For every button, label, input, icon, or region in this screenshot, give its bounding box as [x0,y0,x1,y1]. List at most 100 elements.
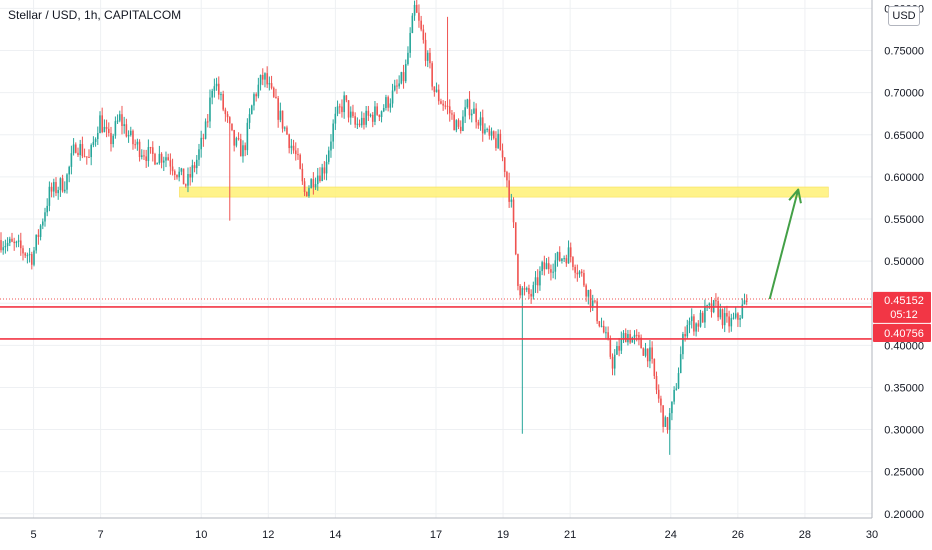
candle [288,133,290,154]
candle [642,347,645,356]
candle [666,416,669,434]
candle [17,234,20,248]
candle [440,98,442,105]
candle-body [312,179,315,188]
candle-body [132,130,134,145]
candle [737,312,739,327]
candle-body [253,94,255,106]
x-tick-label: 10 [195,529,207,541]
candle [228,116,231,221]
candle-body [631,337,634,343]
candle-body [325,161,328,174]
candle-body [627,334,629,343]
candle-body [468,99,471,116]
candle [521,286,524,434]
candle [281,110,284,133]
candle [363,112,365,130]
candle-body [640,337,642,349]
candle-body [660,398,662,406]
candle-body [129,130,132,136]
candle [143,149,145,161]
level-lower-tag-bg [873,324,931,342]
candle [558,246,561,262]
candle-body [673,389,675,402]
candle [673,386,675,405]
candle [325,154,328,181]
candle [220,91,222,101]
candle [79,139,81,161]
candle [554,253,557,280]
candle [587,289,590,305]
candle [565,254,568,267]
candle [693,314,695,336]
chart-title: Stellar / USD, 1h, CAPITALCOM [8,8,182,22]
candle-body [50,186,53,192]
candle [728,310,730,333]
candle [211,88,213,105]
candle-body [387,97,389,108]
candle-body [191,165,194,178]
candle-body [246,122,249,151]
x-tick-label: 24 [665,529,677,541]
candle-body [213,86,216,91]
candle-body [675,388,678,390]
candle-body [231,123,233,131]
candle [92,136,95,148]
candle-body [622,333,625,339]
candle [46,198,48,217]
candle [589,289,592,313]
candle [22,245,24,261]
candle-body [198,149,200,160]
candle [294,142,297,161]
candle [61,174,64,193]
candle [426,50,429,68]
candle [90,143,92,166]
candle-body [107,128,110,134]
candle-body [721,309,724,326]
candle-body [88,157,90,159]
candle-body [442,103,444,106]
candle-body [679,354,682,374]
candle-body [462,116,464,132]
candle [233,129,235,152]
candle-body [662,405,664,427]
candle [341,99,343,118]
candle-body [77,152,79,155]
currency-button[interactable]: USD [888,6,920,26]
candle [688,317,691,334]
candle [378,114,381,122]
candle [448,99,451,122]
candle-body [589,290,592,307]
candle [360,111,363,128]
x-tick-label: 5 [30,529,36,541]
candle-body [272,87,275,97]
y-tick-label: 0.50000 [884,256,924,268]
candle [204,118,207,140]
candle-body [125,124,128,137]
y-tick-label: 0.35000 [884,382,924,394]
candle-body [376,106,378,115]
candle [646,348,649,368]
candle [576,264,579,282]
candle [453,112,455,131]
candle [741,298,744,319]
candle-body [611,356,614,369]
candle-body [585,285,587,297]
candle-body [453,114,455,131]
candle-body [536,277,539,286]
candle-body [220,94,222,96]
candle-body [512,199,515,223]
candle-body [127,135,130,137]
candle-body [143,155,145,157]
candle-body [136,141,139,145]
candle-body [598,321,601,327]
candle-body [499,133,502,151]
candle [393,79,396,92]
candle-body [726,313,728,317]
y-tick-label: 0.70000 [884,88,924,100]
candle-body [422,29,425,40]
candle-body [413,4,416,16]
candle [611,353,614,376]
candle-body [565,258,568,264]
